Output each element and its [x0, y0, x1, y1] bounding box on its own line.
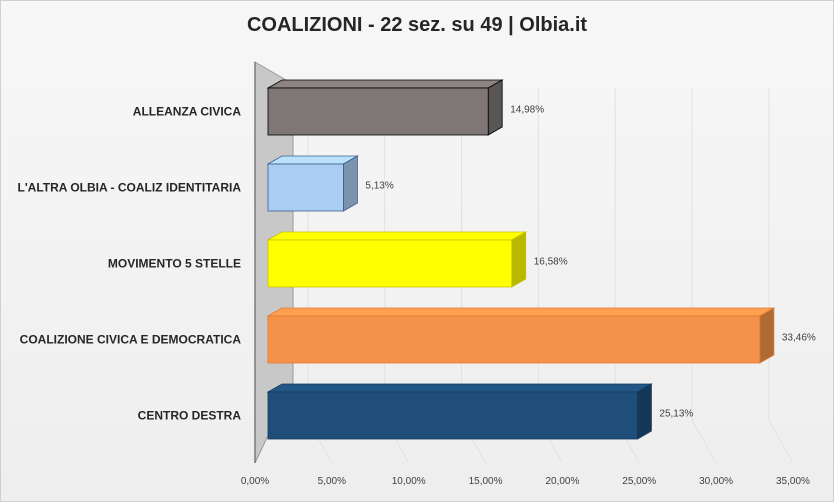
bar-side [487, 79, 503, 136]
bar-side [759, 307, 775, 364]
x-tick-label: 0,00% [241, 476, 269, 487]
gridline-floor [691, 419, 717, 464]
bar-top [266, 307, 776, 317]
category-labels: ALLEANZA CIVICA L'ALTRA OLBIA - COALIZ ID… [18, 105, 242, 423]
bar [266, 231, 528, 288]
gridline-floor [768, 419, 794, 464]
bar-side [637, 383, 652, 440]
x-tick-label: 20,00% [545, 476, 579, 487]
bar [266, 383, 653, 440]
bar-top [266, 79, 504, 89]
value-label: 14,98% [510, 105, 544, 116]
bar-top [266, 155, 359, 165]
x-axis-ticks: 0,00% 5,00% 10,00% 15,00% 20,00% 25,00% 30,00%… [241, 476, 810, 487]
category-label: COALIZIONE CIVICA E DEMOCRATICA [20, 333, 242, 347]
bars [266, 79, 776, 440]
bar-top [266, 383, 653, 393]
bar-front [267, 87, 489, 136]
value-label: 25,13% [659, 409, 693, 420]
chart-title: COALIZIONI - 22 sez. su 49 | Olbia.it [246, 14, 588, 36]
bar-top [266, 231, 528, 241]
x-tick-label: 25,00% [622, 476, 656, 487]
x-tick-label: 35,00% [776, 476, 810, 487]
x-tick-label: 30,00% [699, 476, 733, 487]
bar-side [511, 231, 527, 288]
value-labels: 14,98% 5,13% 16,58% 33,46% 25,13% [365, 105, 815, 420]
value-label: 33,46% [782, 333, 816, 344]
bar-front [267, 391, 638, 440]
category-label: CENTRO DESTRA [138, 409, 242, 423]
x-tick-label: 5,00% [318, 476, 346, 487]
bar-front [267, 239, 513, 288]
category-label: ALLEANZA CIVICA [133, 105, 242, 119]
bar [266, 79, 504, 136]
value-label: 5,13% [365, 181, 393, 192]
bar [266, 155, 359, 212]
bar-side [343, 155, 358, 212]
x-tick-label: 10,00% [392, 476, 426, 487]
value-label: 16,58% [534, 257, 568, 268]
x-tick-label: 15,00% [469, 476, 503, 487]
bar [266, 307, 776, 364]
bar-front [267, 163, 344, 212]
category-label: MOVIMENTO 5 STELLE [108, 257, 241, 271]
category-label: L'ALTRA OLBIA - COALIZ IDENTITARIA [18, 181, 242, 195]
bar-front [267, 315, 761, 364]
